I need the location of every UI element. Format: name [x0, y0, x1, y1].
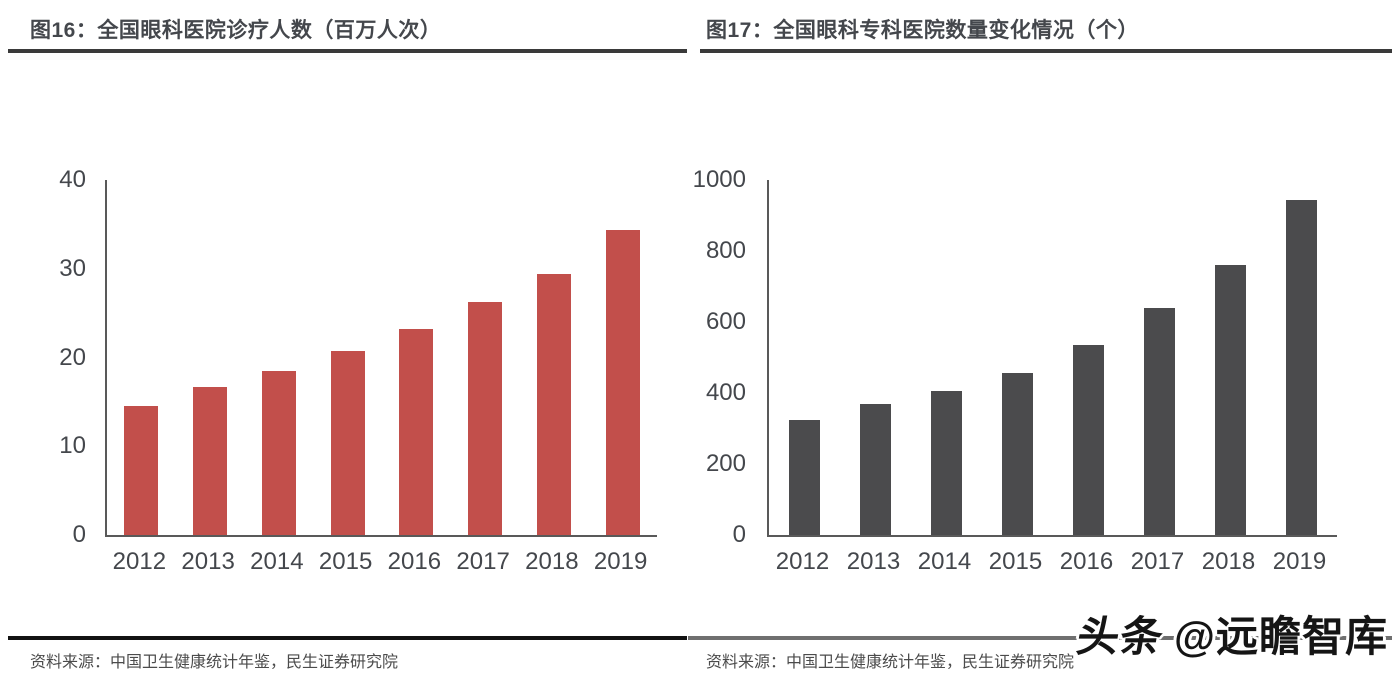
x-axis-tick-label: 2014 — [250, 548, 304, 575]
toutiao-watermark: 头条 @远瞻智库 — [1073, 603, 1388, 664]
figure16-title: 图16：全国眼科医院诊疗人数（百万人次） — [30, 19, 442, 42]
bar-2018 — [536, 274, 571, 535]
y-axis-tick-label: 600 — [705, 308, 746, 335]
bar-2019 — [605, 229, 640, 535]
x-axis-tick-label: 2018 — [525, 548, 579, 575]
x-axis-tick-label: 2012 — [112, 548, 167, 575]
y-axis-tick-label: 1000 — [692, 166, 746, 193]
figure16-plot-area — [105, 180, 657, 537]
y-axis-tick-label: 40 — [59, 166, 86, 193]
y-axis-tick-label: 0 — [72, 521, 86, 548]
figure16-y-axis-labels: 0 10 20 30 40 — [8, 168, 96, 547]
bar-2019 — [1286, 199, 1317, 535]
x-axis-tick-label: 2015 — [318, 548, 373, 575]
bar-2012 — [789, 419, 820, 535]
y-axis-tick-label: 200 — [705, 450, 746, 477]
x-axis-tick-label: 2013 — [181, 548, 235, 575]
bar-2018 — [1215, 265, 1246, 535]
figure17-title-rule — [700, 49, 1392, 53]
watermark-brand: 头条 — [1073, 613, 1168, 660]
x-axis-tick-label: 2019 — [1272, 548, 1327, 575]
bar-2013 — [860, 403, 891, 535]
figure17-y-axis-labels: 0 200 400 600 800 1000 — [668, 168, 756, 547]
figure17-source-note: 资料来源：中国卫生健康统计年鉴，民生证券研究院 — [706, 654, 1075, 671]
y-axis-tick-label: 10 — [59, 432, 86, 460]
bar-2017 — [1144, 307, 1175, 535]
x-axis-tick-label: 2019 — [593, 548, 648, 575]
figure17-title: 图17：全国眼科专科医院数量变化情况（个） — [706, 19, 1139, 42]
x-axis-tick-label: 2012 — [775, 548, 830, 575]
bar-2012 — [124, 406, 159, 535]
bar-2014 — [261, 370, 296, 535]
y-axis-tick-label: 30 — [59, 254, 86, 282]
x-axis-tick-label: 2015 — [988, 548, 1043, 575]
figure16-source-note: 资料来源：中国卫生健康统计年鉴，民生证券研究院 — [30, 654, 399, 671]
x-axis-tick-label: 2016 — [387, 548, 442, 575]
x-axis-tick-label: 2017 — [1130, 548, 1185, 575]
x-axis-tick-label: 2013 — [846, 548, 901, 575]
x-axis-tick-label: 2014 — [917, 548, 972, 575]
bar-2013 — [193, 386, 228, 535]
bar-2014 — [931, 391, 962, 535]
bar-2016 — [1073, 345, 1104, 535]
y-axis-tick-label: 400 — [705, 379, 746, 406]
x-axis-tick-label: 2018 — [1201, 548, 1256, 575]
figure16-bottom-rule — [8, 636, 687, 640]
bar-2015 — [1002, 373, 1033, 535]
bar-2016 — [399, 329, 434, 535]
figure16-title-rule — [8, 49, 687, 53]
watermark-handle: @远瞻智库 — [1174, 613, 1388, 660]
figure17-bar-series — [769, 180, 1337, 535]
y-axis-tick-label: 800 — [705, 237, 746, 264]
y-axis-tick-label: 20 — [59, 343, 86, 371]
figure16-bar-series — [107, 180, 657, 535]
figure17-bottom-rule — [688, 636, 1392, 640]
x-axis-tick-label: 2016 — [1059, 548, 1114, 575]
figure17-x-axis-labels: 2012 2013 2014 2015 2016 2017 2018 2019 — [767, 548, 1335, 576]
bar-2015 — [330, 351, 365, 535]
x-axis-tick-label: 2017 — [456, 548, 510, 575]
figure17-plot-area — [767, 180, 1337, 537]
y-axis-tick-label: 0 — [732, 521, 746, 548]
figure16-x-axis-labels: 2012 2013 2014 2015 2016 2017 2018 2019 — [105, 548, 655, 576]
bar-2017 — [468, 301, 503, 535]
